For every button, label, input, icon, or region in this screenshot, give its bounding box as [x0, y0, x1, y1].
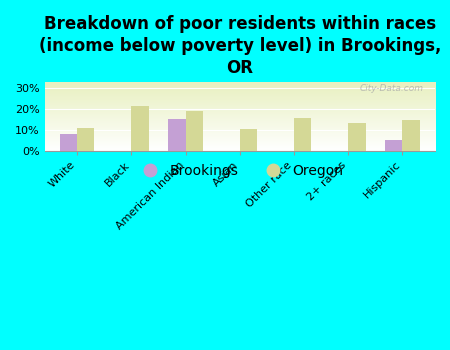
Bar: [402, 120, 420, 150]
Bar: [294, 118, 311, 150]
Bar: [348, 124, 365, 150]
Bar: [240, 129, 257, 150]
Bar: [77, 128, 94, 150]
Bar: [131, 106, 149, 150]
Legend: Brookings, Oregon: Brookings, Oregon: [130, 159, 349, 184]
Bar: [385, 140, 402, 150]
Text: City-Data.com: City-Data.com: [359, 84, 423, 93]
Bar: [60, 134, 77, 150]
Bar: [185, 111, 203, 150]
Bar: [168, 119, 185, 150]
Title: Breakdown of poor residents within races
(income below poverty level) in Brookin: Breakdown of poor residents within races…: [39, 15, 441, 77]
